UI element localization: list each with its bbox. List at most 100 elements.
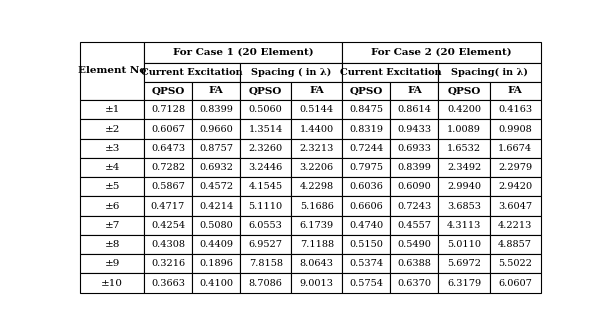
Bar [240,158,291,177]
Bar [439,196,490,216]
Text: ±5: ±5 [104,182,120,191]
Text: 3.2446: 3.2446 [248,163,283,172]
Bar [240,235,291,254]
Bar [439,158,490,177]
Text: 0.6473: 0.6473 [151,144,185,153]
Bar [342,235,390,254]
Bar [144,216,192,235]
Text: 0.4740: 0.4740 [349,221,384,230]
Bar [291,82,342,100]
Bar [439,216,490,235]
Bar [490,177,541,196]
Bar [192,158,240,177]
Bar [192,254,240,273]
Bar [490,158,541,177]
Text: QPSO: QPSO [447,86,481,95]
Bar [144,254,192,273]
Bar [81,216,144,235]
Bar [342,216,390,235]
Text: Current Excitation: Current Excitation [339,68,441,77]
Text: 2.3492: 2.3492 [447,163,481,172]
Bar [240,273,291,293]
Text: 6.0553: 6.0553 [248,221,282,230]
Text: For Case 1 (20 Element): For Case 1 (20 Element) [173,48,313,57]
Bar [390,82,439,100]
Bar [144,63,240,82]
Text: Current Excitation: Current Excitation [141,68,243,77]
Bar [144,139,192,158]
Bar [291,235,342,254]
Text: 1.6532: 1.6532 [447,144,481,153]
Text: 0.6067: 0.6067 [151,124,185,133]
Text: 4.2298: 4.2298 [300,182,334,191]
Text: ±9: ±9 [104,259,120,268]
Text: 0.7244: 0.7244 [349,144,384,153]
Bar [240,216,291,235]
Bar [81,100,144,119]
Text: 2.3260: 2.3260 [248,144,282,153]
Text: 6.3179: 6.3179 [447,279,481,288]
Text: 0.4200: 0.4200 [447,105,481,114]
Bar [81,273,144,293]
Text: 0.4409: 0.4409 [199,240,233,249]
Bar [240,63,342,82]
Text: FA: FA [508,86,522,95]
Bar [291,216,342,235]
Bar [291,273,342,293]
Text: 8.7086: 8.7086 [248,279,282,288]
Text: Spacing ( in λ): Spacing ( in λ) [251,68,331,77]
Text: QPSO: QPSO [152,86,185,95]
Bar [240,82,291,100]
Bar [390,273,439,293]
Text: 6.0607: 6.0607 [498,279,532,288]
Text: 0.4100: 0.4100 [199,279,233,288]
Text: ±8: ±8 [104,240,120,249]
Bar [490,235,541,254]
Text: 1.6674: 1.6674 [498,144,532,153]
Bar [144,42,342,63]
Text: 6.1739: 6.1739 [300,221,334,230]
Text: 2.3213: 2.3213 [299,144,334,153]
Text: 0.5754: 0.5754 [350,279,384,288]
Bar [192,216,240,235]
Text: 0.4163: 0.4163 [498,105,532,114]
Text: 4.3113: 4.3113 [447,221,481,230]
Text: 0.9433: 0.9433 [398,124,431,133]
Bar [390,235,439,254]
Bar [490,82,541,100]
Text: 0.7282: 0.7282 [151,163,185,172]
Bar [144,196,192,216]
Bar [81,254,144,273]
Bar [144,235,192,254]
Text: 0.5374: 0.5374 [349,259,384,268]
Bar [342,196,390,216]
Bar [342,82,390,100]
Text: 1.0089: 1.0089 [447,124,481,133]
Bar [342,158,390,177]
Bar [240,254,291,273]
Text: 3.6047: 3.6047 [498,202,532,211]
Text: 0.4572: 0.4572 [199,182,233,191]
Bar [192,196,240,216]
Text: 8.0643: 8.0643 [300,259,334,268]
Bar [342,139,390,158]
Bar [291,177,342,196]
Bar [291,254,342,273]
Bar [439,100,490,119]
Text: 0.6370: 0.6370 [398,279,431,288]
Bar [81,42,144,100]
Bar [342,254,390,273]
Bar [390,177,439,196]
Bar [439,235,490,254]
Text: QPSO: QPSO [249,86,282,95]
Bar [81,139,144,158]
Text: 3.6853: 3.6853 [447,202,481,211]
Bar [81,177,144,196]
Bar [342,63,439,82]
Bar [439,273,490,293]
Text: 0.1896: 0.1896 [199,259,233,268]
Text: 4.2213: 4.2213 [498,221,532,230]
Text: 0.7128: 0.7128 [151,105,185,114]
Text: 0.8614: 0.8614 [398,105,431,114]
Text: QPSO: QPSO [350,86,383,95]
